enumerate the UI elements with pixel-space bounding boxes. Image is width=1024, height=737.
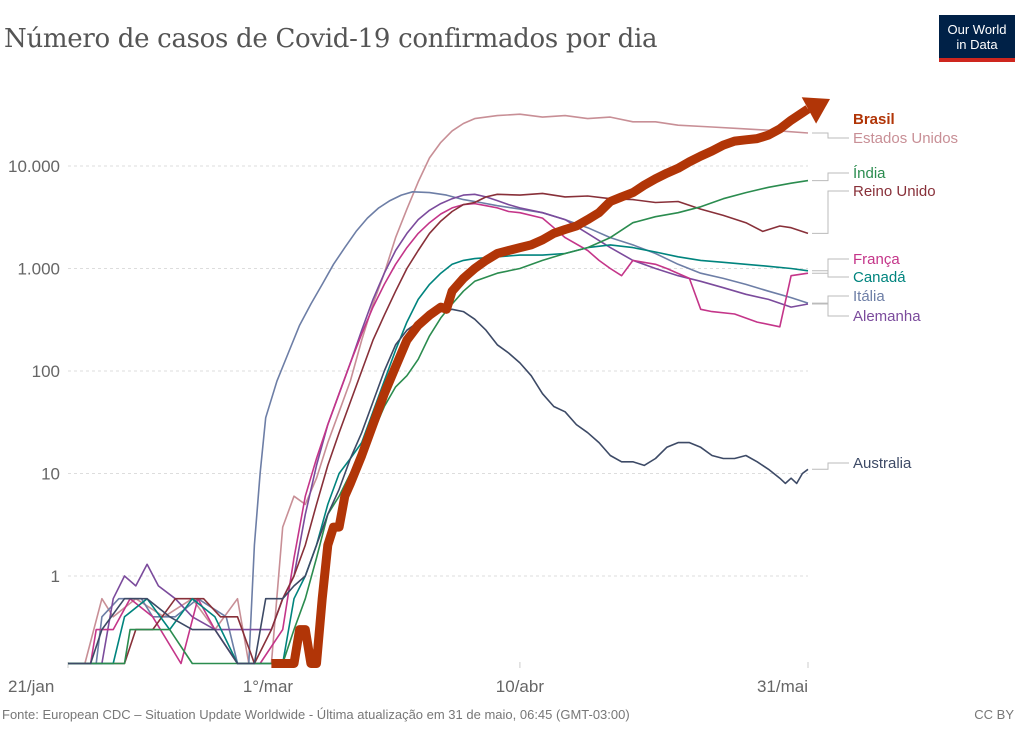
end-label-alemanha[interactable]: Alemanha bbox=[853, 308, 921, 325]
end-label-estados-unidos[interactable]: Estados Unidos bbox=[853, 130, 958, 147]
end-label-australia[interactable]: Australia bbox=[853, 455, 912, 472]
series-line-brasil[interactable] bbox=[271, 105, 811, 668]
series-line-italia[interactable] bbox=[68, 191, 809, 665]
logo-line-2: in Data bbox=[956, 37, 998, 52]
y-tick-label: 10.000 bbox=[8, 157, 60, 176]
end-label-india[interactable]: Índia bbox=[853, 165, 886, 182]
x-tick-label: 21/jan bbox=[8, 677, 54, 696]
label-connector bbox=[812, 132, 849, 139]
series-line-canada[interactable] bbox=[68, 244, 809, 665]
label-connector bbox=[812, 190, 849, 234]
x-tick-label: 10/abr bbox=[496, 677, 545, 696]
series-line-estados-unidos[interactable] bbox=[68, 113, 809, 665]
end-label-reino-unido[interactable]: Reino Unido bbox=[853, 183, 936, 200]
logo-line-1: Our World bbox=[947, 22, 1007, 37]
end-label-canada[interactable]: Canadá bbox=[853, 269, 906, 286]
series-line-reino-unido[interactable] bbox=[68, 192, 809, 665]
y-tick-label: 1.000 bbox=[17, 260, 60, 279]
chart-title: Número de casos de Covid-19 confirmados … bbox=[4, 24, 658, 54]
label-connector bbox=[812, 172, 849, 182]
y-tick-label: 10 bbox=[41, 465, 60, 484]
end-label-italia[interactable]: Itália bbox=[853, 288, 885, 305]
label-connector bbox=[812, 462, 849, 470]
owid-logo[interactable]: Our World in Data bbox=[939, 15, 1015, 62]
label-connector bbox=[812, 303, 849, 317]
end-label-franca[interactable]: França bbox=[853, 251, 900, 268]
y-tick-label: 1 bbox=[51, 567, 60, 586]
license-link[interactable]: CC BY bbox=[974, 707, 1014, 722]
series-line-brasil-tail bbox=[804, 106, 813, 113]
series-line-alemanha[interactable] bbox=[68, 193, 809, 665]
chart-area: 1 10 100 1.000 10.000 21/jan 1°/mar 10/abr 31/ma… bbox=[8, 97, 958, 696]
y-tick-label: 100 bbox=[32, 362, 60, 381]
end-label-brasil[interactable]: Brasil bbox=[853, 111, 895, 128]
label-connector bbox=[812, 295, 849, 304]
x-tick-label: 1°/mar bbox=[243, 677, 294, 696]
label-connector bbox=[812, 258, 849, 274]
series-line-australia[interactable] bbox=[68, 308, 809, 665]
series-arrowhead-brasil bbox=[801, 97, 830, 124]
label-connector bbox=[812, 270, 849, 278]
x-tick-label: 31/mai bbox=[757, 677, 808, 696]
series-line-india[interactable] bbox=[68, 179, 809, 665]
source-note: Fonte: European CDC – Situation Update W… bbox=[2, 707, 630, 722]
